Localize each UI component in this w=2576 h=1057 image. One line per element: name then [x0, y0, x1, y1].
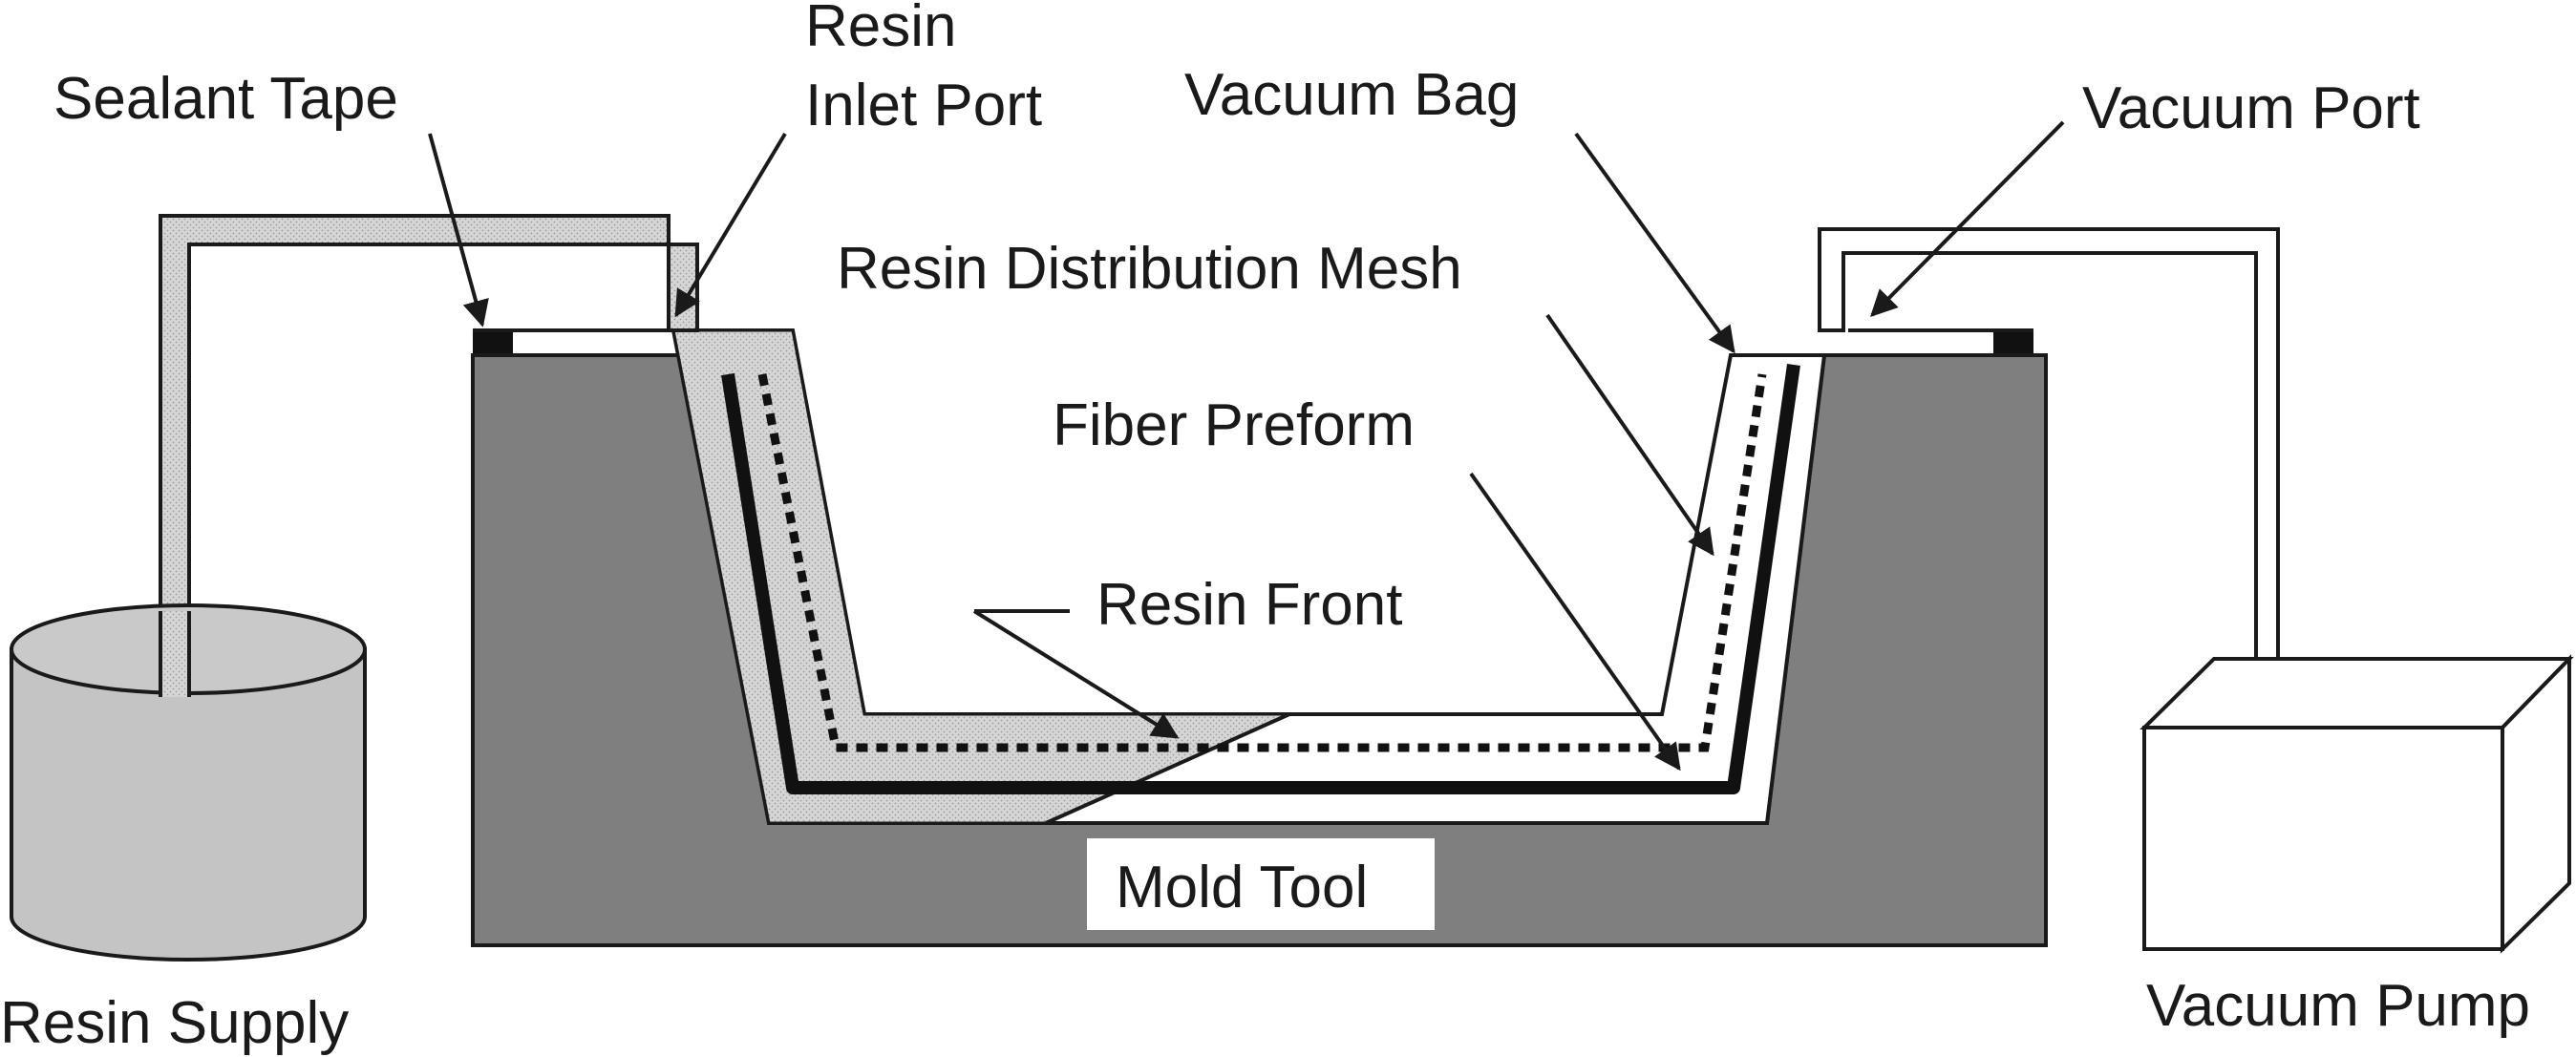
label-vacuum-bag: Vacuum Bag — [1184, 62, 1519, 128]
sealant-tape-arrow — [428, 133, 489, 328]
fiber-preform-arrow — [1469, 472, 1681, 772]
resin-front-line — [1045, 712, 1290, 825]
fiber-preform — [721, 364, 1800, 794]
resin-supply-container — [10, 603, 367, 962]
resin-distribution-mesh — [757, 373, 1767, 752]
vacuum-port-arrow — [1870, 120, 2065, 317]
resin-distribution-mesh-arrow — [1545, 313, 1714, 557]
resin-front-arrow — [972, 609, 1180, 739]
vacuum-bag-arrow — [1574, 132, 1735, 354]
mold-tool-label-box — [1087, 838, 1435, 930]
resin-inlet-arrow — [674, 132, 787, 318]
label-vacuum-port: Vacuum Port — [2082, 75, 2420, 141]
label-resin-distribution-mesh: Resin Distribution Mesh — [837, 236, 1462, 302]
label-vacuum-pump: Vacuum Pump — [2146, 973, 2530, 1039]
sealant-tape-right — [1993, 330, 2033, 353]
vacuum-pump-box — [2140, 654, 2574, 954]
label-sealant-tape: Sealant Tape — [53, 66, 398, 132]
label-fiber-preform: Fiber Preform — [1053, 392, 1415, 458]
label-resin-inlet-line2: Inlet Port — [805, 73, 1042, 138]
label-resin-inlet-line1: Resin — [805, 0, 957, 59]
label-mold-tool: Mold Tool — [1116, 855, 1368, 920]
label-resin-front: Resin Front — [1096, 572, 1402, 638]
resin-inlet-tube — [159, 214, 699, 699]
sealant-tape-left — [473, 330, 513, 353]
label-resin-supply: Resin Supply — [0, 990, 349, 1056]
